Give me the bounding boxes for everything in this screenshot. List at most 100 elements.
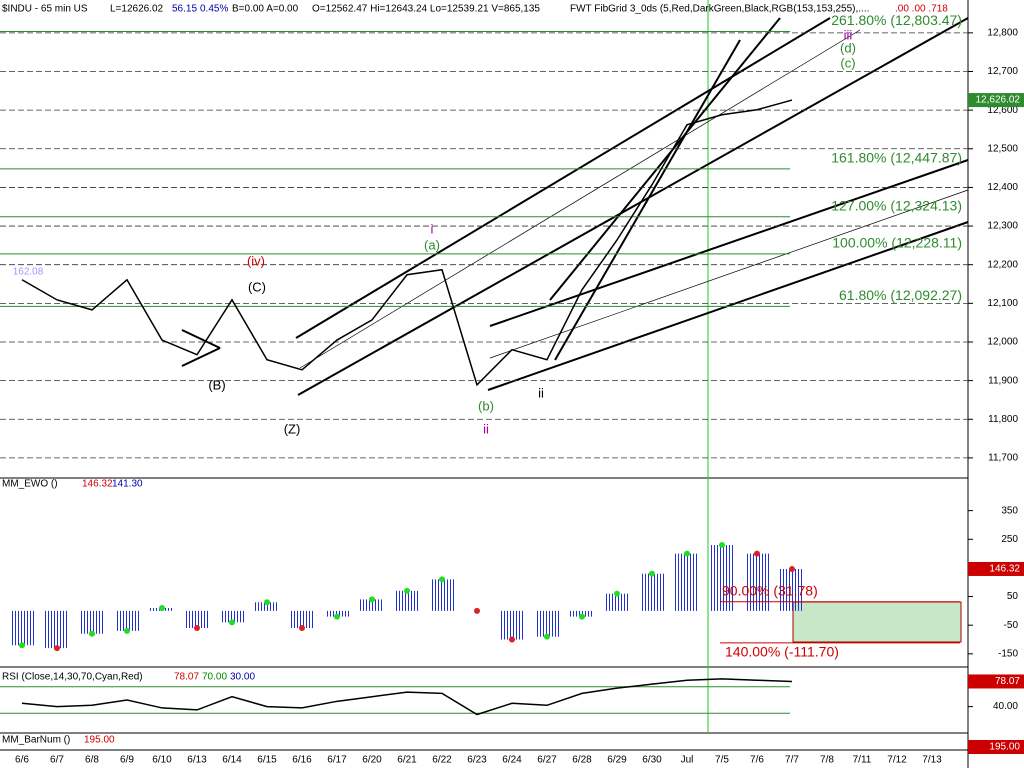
- x-tick-label: 6/30: [642, 755, 662, 766]
- y-tick-label: 12,300: [987, 221, 1018, 232]
- x-tick-label: 7/11: [853, 755, 872, 766]
- x-tick-label: 6/8: [85, 755, 99, 766]
- ewo-dot: [684, 550, 690, 557]
- x-tick-label: 6/29: [607, 755, 627, 766]
- level-label: 140.00% (-111.70): [725, 644, 839, 660]
- x-tick-label: 6/13: [187, 755, 207, 766]
- y-tick-label: 50: [1007, 591, 1019, 602]
- x-tick-label: 7/12: [887, 755, 907, 766]
- x-tick-label: 6/20: [362, 755, 382, 766]
- histogram-bar: [640, 573, 664, 611]
- ewo-dot: [509, 636, 515, 643]
- wave-label: ii: [538, 385, 544, 400]
- ewo-dot: [159, 605, 165, 612]
- y-tick-label: 11,900: [988, 375, 1018, 386]
- histogram-bar: [675, 553, 699, 611]
- x-tick-label: 6/6: [15, 755, 29, 766]
- level-label: 61.80% (12,092.27): [839, 287, 962, 303]
- extra: .00 .00 .718: [895, 4, 948, 15]
- last-value-tag: [968, 93, 1024, 108]
- ewo-dot: [194, 625, 200, 632]
- histogram-bar: [395, 590, 419, 611]
- readout: 146.32: [82, 479, 113, 490]
- histogram-bar: [80, 610, 104, 634]
- histogram-bar: [430, 579, 454, 611]
- x-tick-label: 6/22: [432, 755, 452, 766]
- y-tick-label: 12,500: [987, 143, 1018, 154]
- trendline: [299, 29, 861, 369]
- symbol: $INDU - 65 min US: [2, 4, 88, 15]
- wave-label: i: [431, 221, 434, 236]
- trendline: [297, 17, 969, 396]
- histogram-bar: [10, 610, 34, 646]
- histogram-bar: [500, 610, 524, 640]
- y-tick-label: 12,600: [987, 105, 1018, 116]
- y-tick-label: 12,000: [987, 337, 1018, 348]
- barnum-readout: 195.00: [84, 735, 115, 746]
- wave-label: ii: [483, 421, 489, 436]
- x-tick-label: 6/14: [222, 755, 242, 766]
- ewo-dot: [719, 542, 725, 549]
- y-tick-label: -150: [998, 648, 1018, 659]
- y-tick-label: 12,100: [987, 298, 1018, 309]
- x-tick-label: 6/9: [120, 755, 134, 766]
- y-tick-label: 12,700: [987, 66, 1018, 77]
- x-tick-label: 6/23: [467, 755, 487, 766]
- wave-label: (B): [208, 377, 225, 392]
- wave-label: (d): [840, 40, 856, 55]
- ewo-dot: [579, 613, 585, 620]
- histogram-bar: [220, 610, 244, 623]
- trendline: [549, 17, 781, 301]
- change-pct: 0.45%: [200, 4, 228, 15]
- last-value-label: 78.07: [995, 676, 1020, 687]
- x-tick-label: 6/16: [292, 755, 312, 766]
- histogram-bar: [115, 610, 139, 631]
- ohlv: O=12562.47 Hi=12643.24 Lo=12539.21 V=865…: [312, 4, 540, 15]
- histogram-bar: [360, 599, 384, 611]
- ewo-dot: [789, 565, 795, 572]
- ewo-dot: [369, 596, 375, 603]
- y-tick-label: 40.00: [993, 701, 1018, 712]
- y-tick-label: 12,800: [987, 27, 1018, 38]
- trendline: [489, 189, 969, 359]
- y-tick-label: 12,200: [987, 259, 1018, 270]
- readout: 70.00: [202, 672, 227, 683]
- ewo-dot: [649, 570, 655, 577]
- last-value-label: 146.32: [989, 564, 1020, 575]
- trendline: [181, 347, 221, 367]
- level-label: 261.80% (12,803.47): [831, 12, 962, 28]
- target-box: [792, 601, 962, 643]
- ewo-dot: [299, 625, 305, 632]
- last-value-tag: [968, 674, 1024, 689]
- histogram-bar: [255, 602, 279, 611]
- y-tick-label: 12,400: [987, 182, 1018, 193]
- wave-label: (C): [248, 279, 266, 294]
- x-tick-label: 6/15: [257, 755, 277, 766]
- ewo-dot: [54, 645, 60, 652]
- x-tick-label: 6/10: [152, 755, 172, 766]
- level-label: 127.00% (12,324.13): [831, 197, 962, 213]
- barnum-title: MM_BarNum (): [2, 735, 70, 746]
- header: $INDU - 65 min US L=12626.02 56.15 0.45%…: [2, 4, 948, 15]
- barnum-label: 195.00: [989, 742, 1020, 753]
- wave-label: (a): [424, 237, 440, 252]
- barnum-tag: [968, 740, 1024, 754]
- readout: 30.00: [230, 672, 255, 683]
- series-line: [21, 99, 793, 387]
- channel-midlines: [299, 29, 969, 369]
- x-tick-label: 6/28: [572, 755, 592, 766]
- level-label: 90.00% (31.78): [722, 582, 818, 598]
- last-value-label: 12,626.02: [976, 95, 1021, 106]
- panel-title: MM_EWO (): [2, 479, 58, 490]
- histogram-bar: [605, 593, 629, 611]
- wave-label: (b): [478, 398, 494, 413]
- histogram-bar: [710, 545, 734, 611]
- histogram-bar: [780, 568, 804, 611]
- ewo-dot: [754, 550, 760, 557]
- study: FWT FibGrid 3_0ds (5,Red,DarkGreen,Black…: [570, 4, 869, 15]
- y-tick-label: -50: [1004, 620, 1019, 631]
- x-tick-label: 6/27: [537, 755, 557, 766]
- x-tick-label: 7/8: [820, 755, 834, 766]
- histogram-bar: [45, 610, 69, 649]
